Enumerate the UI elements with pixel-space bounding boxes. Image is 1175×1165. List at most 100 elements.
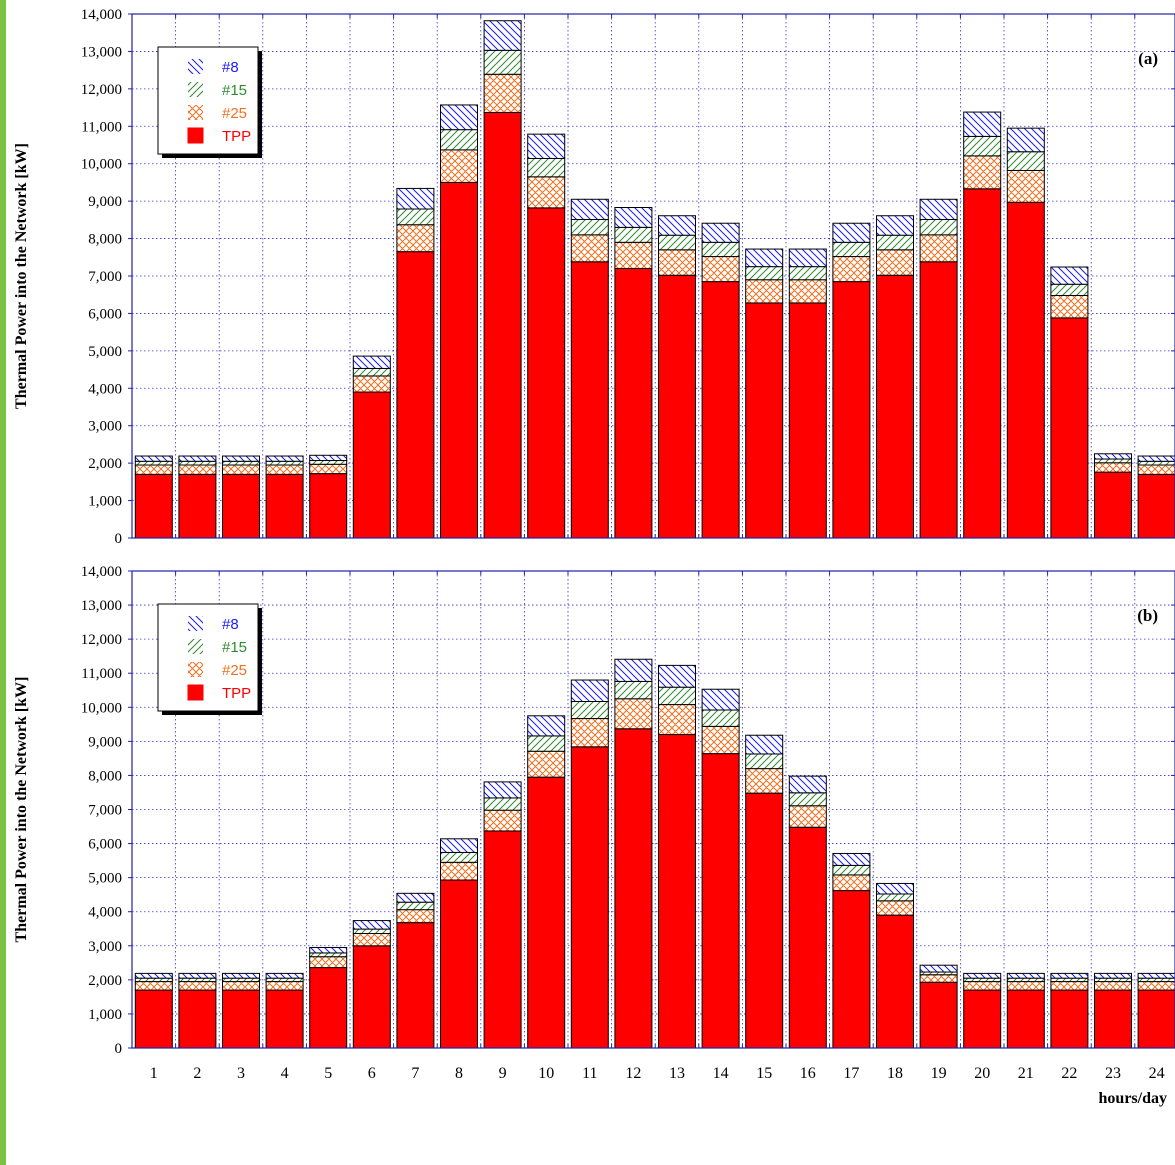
bar-segment-unit-15 [440, 129, 478, 151]
bar-segment-unit-25 [483, 73, 522, 113]
bar-segment-unit-8 [134, 455, 173, 462]
bar-segment-unit-8 [309, 454, 348, 462]
y-tick-label: 12,000 [81, 632, 122, 648]
bar-segment-tpp [1137, 989, 1175, 1049]
bar-segment-unit-8 [919, 964, 958, 973]
bar-segment-unit-8 [265, 455, 304, 462]
bar-segment-tpp [701, 281, 740, 539]
chart-panel-2: 0 1,000 2,000 3,000 4,000 5,000 6,000 7,000 8,00… [13, 564, 1175, 1107]
bar-segment-tpp [178, 989, 217, 1049]
bar-segment-unit-25 [1050, 294, 1089, 319]
bar-segment-unit-8 [222, 455, 260, 462]
y-tick-label: 13,000 [81, 598, 122, 614]
bar-segment-unit-15 [396, 901, 435, 911]
bar-segment-tpp [222, 473, 260, 539]
bar-segment-unit-25 [352, 375, 391, 393]
bar-segment-unit-15 [222, 460, 260, 466]
bar-segment-unit-15 [788, 792, 827, 807]
bar-segment-tpp [527, 776, 566, 1049]
x-tick-label: 2 [193, 1065, 201, 1082]
bar-segment-unit-25 [701, 256, 740, 283]
bar-segment-tpp [1006, 201, 1045, 539]
bar-segment-tpp [222, 989, 260, 1049]
y-tick-label: 2,000 [88, 973, 122, 989]
bar-segment-unit-25 [1050, 981, 1089, 991]
bar-segment-unit-25 [832, 256, 871, 283]
y-tick-label: 10,000 [81, 700, 122, 716]
bar-segment-unit-8 [788, 775, 827, 794]
y-tick-label: 3,000 [88, 939, 122, 955]
x-tick-label: 19 [931, 1065, 947, 1082]
x-tick-label: 7 [411, 1065, 419, 1082]
bar-segment-unit-15 [352, 928, 391, 935]
bar-segment-unit-25 [876, 249, 914, 276]
bar-segment-unit-25 [614, 698, 653, 730]
bar-segment-unit-15 [352, 367, 391, 377]
y-tick-label: 1,000 [88, 1007, 122, 1023]
y-tick-label: 13,000 [81, 44, 122, 60]
bar-segment-unit-15 [876, 234, 914, 251]
bar-segment-unit-15 [788, 266, 827, 281]
bar-segment-unit-25 [788, 279, 827, 304]
bar-segment-unit-15 [832, 241, 871, 258]
legend-label: #25 [222, 105, 247, 122]
bar-segment-unit-15 [1050, 283, 1089, 296]
bar-segment-unit-8 [963, 972, 1002, 979]
legend-label: #25 [222, 662, 247, 679]
bar-segment-unit-25 [658, 249, 696, 276]
bar-segment-tpp [919, 981, 958, 1049]
bar-segment-unit-15 [701, 709, 740, 727]
x-tick-label: 14 [713, 1065, 729, 1082]
bar-segment-unit-25 [396, 224, 435, 253]
bar-segment-unit-15 [527, 735, 566, 752]
bar-segment-unit-25 [701, 725, 740, 755]
legend-label: #8 [222, 59, 239, 76]
bar-segment-tpp [1050, 989, 1089, 1049]
y-tick-label: 9,000 [88, 734, 122, 750]
x-tick-label: 13 [669, 1065, 685, 1082]
x-tick-label: 4 [281, 1065, 289, 1082]
bar-segment-unit-15 [178, 460, 217, 466]
bar-segment-unit-25 [134, 981, 173, 991]
bar-segment-unit-15 [178, 977, 217, 983]
bar-segment-unit-25 [570, 718, 609, 748]
bar-segment-unit-25 [440, 149, 478, 183]
y-tick-label: 0 [115, 531, 123, 547]
bar-segment-unit-25 [222, 464, 260, 475]
y-tick-label: 8,000 [88, 232, 122, 248]
bar-segment-unit-8 [701, 688, 740, 711]
bar-segment-unit-15 [1137, 977, 1175, 983]
bar-segment-unit-8 [222, 972, 260, 979]
y-tick-label: 11,000 [81, 119, 122, 135]
legend-swatch [187, 684, 204, 701]
x-tick-label: 20 [974, 1065, 990, 1082]
bar-segment-unit-15 [1094, 977, 1132, 983]
bar-segment-unit-8 [527, 133, 566, 159]
bar-segment-tpp [1094, 471, 1132, 539]
bar-segment-unit-15 [570, 218, 609, 236]
y-axis-label: Thermal Power into the Network [kW] [13, 677, 30, 943]
bar-segment-tpp [701, 753, 740, 1049]
bar-segment-tpp [527, 207, 566, 539]
x-tick-label: 10 [538, 1065, 554, 1082]
bar-segment-unit-15 [1006, 977, 1045, 983]
bar-segment-tpp [1094, 989, 1132, 1049]
legend-label: #8 [222, 616, 239, 633]
bar-segment-unit-8 [178, 972, 217, 979]
bar-segment-unit-8 [919, 198, 958, 220]
bar-segment-unit-8 [1050, 266, 1089, 285]
bar-segment-unit-25 [178, 464, 217, 475]
bar-segment-unit-8 [614, 207, 653, 228]
bar-segment-tpp [309, 473, 348, 539]
bar-segment-unit-8 [614, 658, 653, 682]
y-tick-label: 6,000 [88, 306, 122, 322]
x-tick-label: 18 [887, 1065, 903, 1082]
bar-segment-unit-15 [963, 977, 1002, 983]
y-tick-label: 11,000 [81, 666, 122, 682]
y-tick-label: 8,000 [88, 768, 122, 784]
bar-segment-unit-8 [265, 972, 304, 979]
bar-segment-tpp [570, 261, 609, 539]
bar-segment-unit-8 [1006, 972, 1045, 979]
y-axis-label: Thermal Power into the Network [kW] [13, 143, 30, 409]
legend-swatch [188, 639, 203, 654]
